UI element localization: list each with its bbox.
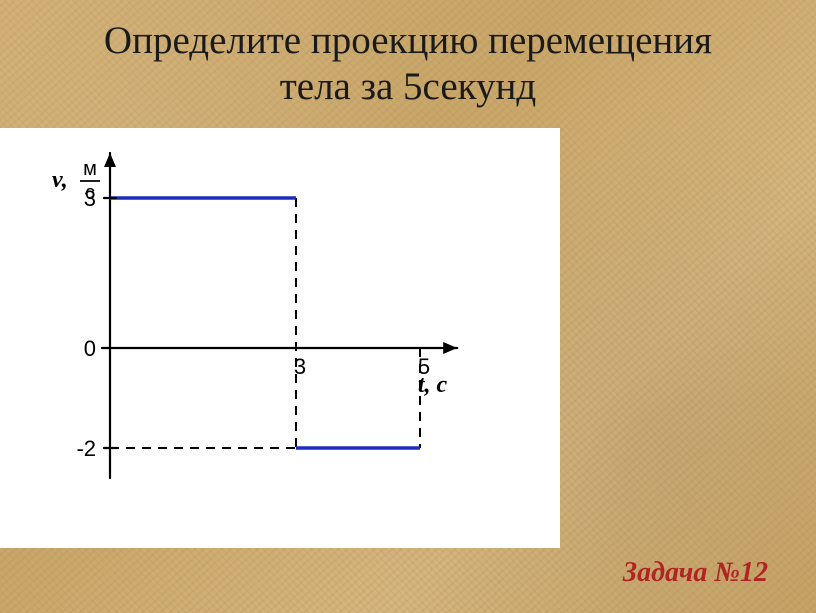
y-axis-label-v: v,: [52, 167, 68, 193]
y-tick--2: -2: [76, 436, 96, 461]
title-line-1: Определите проекцию перемещения: [104, 19, 712, 62]
y-axis-unit-top: м: [83, 158, 97, 180]
x-tick-3: 3: [294, 354, 306, 379]
task-number-label: Задача №12: [623, 557, 768, 589]
x-axis-arrow: [443, 342, 457, 354]
y-axis-unit-bot: с: [85, 182, 95, 204]
title-line-2: тела за 5секунд: [280, 65, 537, 108]
y-tick-0: 0: [84, 336, 96, 361]
velocity-time-chart: 30-235v,мсt, с: [0, 128, 560, 548]
chart-panel: 30-235v,мсt, с: [0, 128, 560, 548]
y-axis-arrow: [104, 153, 116, 167]
x-axis-label: t, с: [418, 372, 448, 398]
slide-title: Определите проекцию перемещения тела за …: [0, 18, 816, 110]
